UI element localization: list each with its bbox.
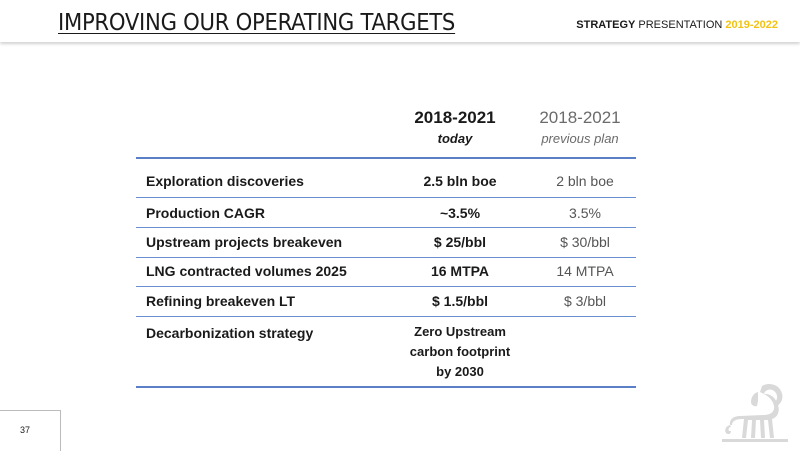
row-today-value: $ 25/bbl (433, 234, 487, 250)
row-previous-value: $ 30/bbl (560, 234, 610, 250)
table-bottom-rule (136, 386, 636, 388)
column-header-today: 2018-2021 today (380, 108, 530, 146)
table-row: Refining breakeven LT $ 1.5/bbl $ 3/bbl (136, 286, 636, 316)
row-divider (136, 257, 636, 258)
page-number-box: 37 (0, 410, 61, 451)
page-number: 37 (20, 425, 31, 435)
row-previous-value: 14 MTPA (556, 263, 614, 279)
strap-years: 2019-2022 (725, 19, 778, 31)
row-today-line: by 2030 (436, 364, 484, 379)
table-row: Decarbonization strategy Zero Upstream ca… (136, 318, 636, 384)
table-row: Upstream projects breakeven $ 25/bbl $ 3… (136, 227, 636, 257)
row-label: Production CAGR (146, 205, 265, 221)
previous-years: 2018-2021 (539, 108, 621, 127)
row-today-value: Zero Upstream carbon footprint by 2030 (385, 322, 535, 382)
row-label: Exploration discoveries (146, 173, 304, 189)
today-years: 2018-2021 (414, 108, 496, 127)
row-label: LNG contracted volumes 2025 (146, 263, 347, 279)
row-label: Refining breakeven LT (146, 293, 296, 309)
row-previous-value: 2 bln boe (556, 173, 614, 189)
row-today-line: carbon footprint (409, 344, 511, 359)
row-divider (136, 286, 636, 287)
six-legged-dog-logo-icon (722, 383, 788, 442)
table-top-rule (136, 157, 636, 159)
row-today-value: $ 1.5/bbl (431, 293, 489, 309)
strap-strategy: STRATEGY (576, 19, 636, 31)
row-divider (136, 197, 636, 198)
row-today-value: 2.5 bln boe (423, 173, 497, 189)
slide-title: IMPROVING OUR OPERATING TARGETS (58, 10, 456, 36)
today-label: today (437, 131, 473, 146)
row-divider (136, 227, 636, 228)
row-previous-value: 3.5% (569, 205, 601, 221)
row-previous-value: $ 3/bbl (563, 293, 607, 309)
row-today-value: ~3.5% (439, 205, 481, 221)
table-row: Exploration discoveries 2.5 bln boe 2 bl… (136, 166, 636, 196)
table-row: Production CAGR ~3.5% 3.5% (136, 198, 636, 228)
row-label: Decarbonization strategy (146, 325, 314, 341)
header-bar (0, 0, 800, 42)
presentation-strap: STRATEGY PRESENTATION 2019-2022 (576, 19, 778, 31)
row-label: Upstream projects breakeven (146, 234, 343, 250)
table-row: LNG contracted volumes 2025 16 MTPA 14 M… (136, 256, 636, 286)
column-header-previous: 2018-2021 previous plan (505, 108, 655, 146)
row-today-value: 16 MTPA (430, 263, 490, 279)
row-divider (136, 316, 636, 317)
previous-label: previous plan (541, 131, 619, 146)
row-today-line: Zero Upstream (414, 324, 506, 339)
strap-presentation: PRESENTATION (635, 19, 726, 31)
